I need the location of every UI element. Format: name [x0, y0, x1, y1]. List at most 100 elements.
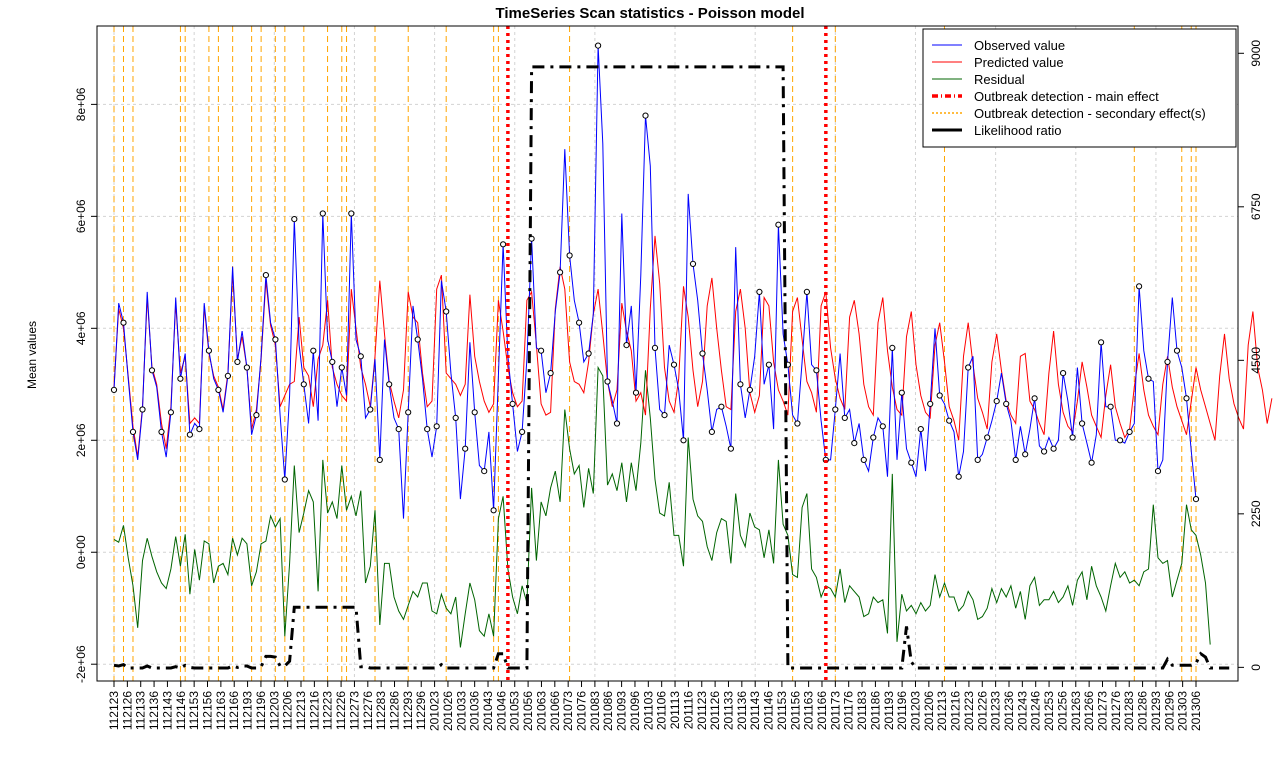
observed-point: [367, 406, 374, 413]
y2-tick-label: 0: [1249, 664, 1263, 671]
observed-point: [689, 260, 697, 267]
x-tick-label: 112136: [147, 691, 161, 730]
observed-point: [481, 468, 488, 475]
observed-point: [661, 412, 668, 419]
x-tick-label: 112216: [307, 691, 321, 730]
x-tick-label: 201156: [788, 691, 802, 730]
observed-point: [110, 386, 118, 393]
legend-label-likelihood: Likelihood ratio: [974, 123, 1061, 138]
observed-point: [775, 221, 782, 228]
observed-point: [1145, 375, 1152, 382]
observed-point: [927, 400, 934, 407]
x-tick-label: 112146: [174, 691, 188, 730]
y-tick-label: 6e+06: [74, 199, 88, 233]
x-tick-label: 201046: [494, 691, 508, 731]
observed-point: [623, 342, 630, 349]
observed-point: [376, 456, 383, 463]
x-tick-label: 201153: [775, 691, 789, 730]
observed-point: [908, 459, 915, 466]
y-tick-label: 8e+06: [74, 87, 88, 121]
x-tick-label: 201136: [735, 691, 749, 730]
legend-label-secondary-effect: Outbreak detection - secondary effect(s): [974, 106, 1206, 121]
x-tick-label: 201206: [922, 691, 936, 731]
x-tick-label: 201213: [935, 691, 949, 731]
x-tick-label: 201113: [668, 691, 682, 730]
x-tick-label: 201096: [628, 691, 642, 731]
x-tick-label: 201023: [428, 691, 442, 731]
observed-point: [1173, 347, 1181, 354]
observed-point: [310, 347, 317, 354]
observed-point: [879, 423, 886, 430]
x-tick-label: 201256: [1055, 691, 1069, 731]
observed-point: [1154, 468, 1162, 475]
observed-point: [860, 456, 867, 463]
x-tick-label: 201193: [882, 691, 896, 730]
observed-point: [452, 414, 459, 421]
x-tick-label: 112226: [334, 691, 348, 730]
x-tick-label: 201266: [1082, 691, 1096, 731]
observed-point: [414, 336, 421, 343]
observed-point: [177, 375, 184, 382]
observed-point: [727, 445, 735, 452]
observed-point: [1012, 456, 1019, 463]
x-tick-label: 201143: [748, 691, 762, 730]
axis-layer: -2e+06 0e+00 2e+06 4e+06 6e+06 8e+06 0 2250 4500…: [74, 40, 1263, 731]
observed-point: [1098, 339, 1105, 346]
x-tick-label: 112163: [214, 691, 228, 730]
x-tick-label: 112206: [281, 691, 295, 730]
observed-point: [946, 417, 953, 424]
observed-point: [386, 381, 393, 388]
observed-point: [851, 440, 858, 447]
x-tick-label: 201293: [1149, 691, 1163, 731]
x-tick-label: 201056: [521, 691, 535, 731]
observed-point: [547, 370, 554, 377]
observed-point: [272, 336, 279, 343]
observed-point: [680, 437, 687, 444]
x-tick-label: 112143: [160, 691, 174, 730]
observed-point: [1192, 496, 1200, 503]
observed-point: [519, 428, 526, 435]
observed-point: [509, 400, 516, 407]
observed-point: [1069, 434, 1076, 441]
x-tick-label: 201066: [548, 691, 562, 731]
observed-point: [642, 112, 649, 119]
legend-label-main-effect: Outbreak detection - main effect: [974, 89, 1159, 104]
observed-point: [1079, 420, 1086, 427]
observed-point: [708, 428, 716, 435]
x-tick-label: 201183: [855, 691, 869, 730]
observed-point: [1060, 370, 1067, 377]
observed-point: [604, 378, 611, 385]
observed-point: [357, 353, 364, 360]
observed-point: [319, 210, 326, 217]
observed-point: [794, 420, 801, 427]
observed-point: [870, 434, 877, 441]
y-tick-label: 0e+00: [74, 535, 88, 569]
x-tick-label: 112153: [187, 691, 201, 730]
x-tick-label: 112133: [134, 691, 148, 730]
observed-point: [1050, 445, 1057, 452]
observed-point: [1107, 403, 1114, 410]
y-axis-label: Mean values: [25, 321, 39, 389]
observed-point: [395, 426, 402, 433]
x-tick-label: 201186: [868, 691, 882, 730]
x-tick-label: 201093: [615, 691, 629, 731]
observed-point: [670, 361, 678, 368]
x-tick-label: 112286: [388, 691, 402, 730]
y2-tick-label: 6750: [1249, 193, 1263, 220]
observed-point: [433, 423, 440, 430]
observed-point: [300, 381, 307, 388]
y-tick-label: -2e+06: [74, 645, 88, 683]
observed-point: [1031, 395, 1038, 402]
observed-point: [632, 389, 640, 396]
x-tick-label: 201173: [828, 691, 842, 730]
x-tick-label: 201026: [441, 691, 455, 731]
observed-point: [1041, 448, 1048, 455]
x-tick-label: 201146: [762, 691, 776, 730]
x-tick-label: 112196: [254, 691, 268, 730]
observed-point: [613, 420, 621, 427]
x-tick-label: 201053: [508, 691, 522, 731]
observed-point: [348, 210, 355, 217]
observed-point: [129, 428, 137, 435]
observed-point: [651, 344, 659, 351]
observed-point: [281, 476, 288, 483]
